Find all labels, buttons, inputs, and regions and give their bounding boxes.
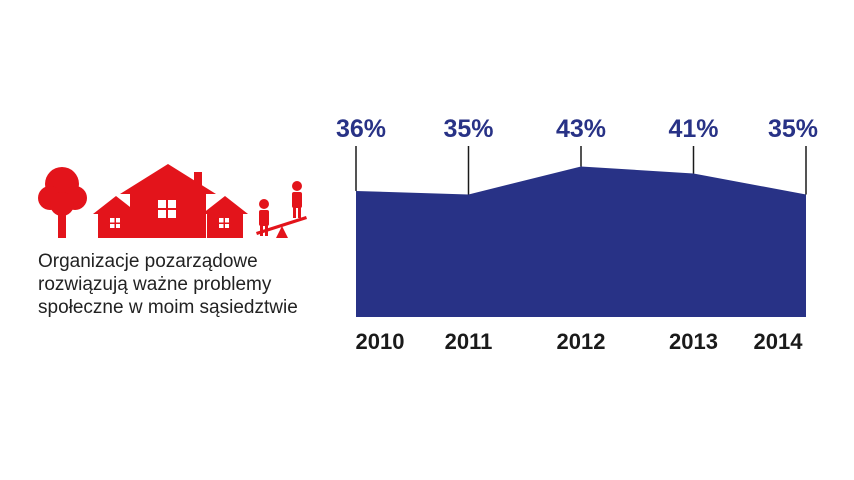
seesaw-people-icon	[256, 181, 307, 238]
caption-line-1: Organizacje pozarządowe	[38, 251, 258, 272]
x-tick-label: 2012	[557, 329, 606, 354]
value-label: 35%	[443, 115, 493, 143]
caption: Organizacje pozarządowe rozwiązują ważne…	[38, 250, 338, 319]
tree-icon	[38, 167, 87, 238]
value-label: 41%	[668, 115, 718, 143]
x-tick-label: 2013	[669, 329, 718, 354]
illustration	[38, 160, 308, 245]
area-series	[356, 166, 806, 317]
value-label: 35%	[768, 115, 818, 143]
caption-line-3: społeczne w moim sąsiedztwie	[38, 297, 298, 318]
left-panel: Organizacje pozarządowe rozwiązują ważne…	[0, 0, 340, 480]
house-icon	[93, 164, 248, 238]
caption-line-2: rozwiązują ważne problemy	[38, 274, 272, 295]
x-tick-label: 2011	[445, 329, 493, 354]
x-tick-label: 2010	[356, 329, 405, 354]
value-label: 36%	[336, 115, 386, 143]
x-tick-label: 2014	[754, 329, 804, 354]
value-label: 43%	[556, 115, 606, 143]
